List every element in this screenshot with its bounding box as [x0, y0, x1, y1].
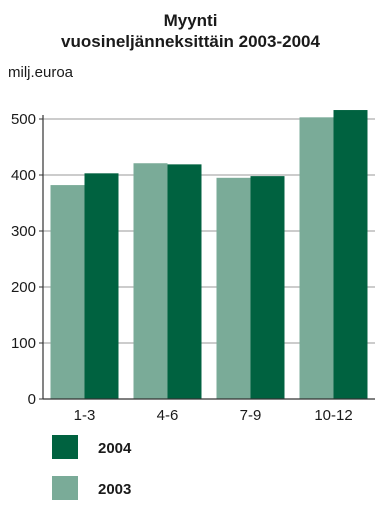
- y-tick-label: 400: [11, 167, 36, 184]
- bar-2003-10-12: [299, 117, 334, 399]
- x-tick-label: 4-6: [157, 407, 179, 424]
- y-tick-label: 100: [11, 335, 36, 352]
- legend-label-2003: 2003: [98, 481, 131, 498]
- legend-label-2004: 2004: [98, 440, 132, 457]
- y-tick-label: 0: [28, 391, 36, 408]
- chart-title-line-1: Myynti: [163, 11, 218, 30]
- chart-title-line-2: vuosineljänneksittäin 2003-2004: [61, 32, 320, 51]
- y-tick-label: 500: [11, 111, 36, 128]
- bar-2003-7-9: [216, 177, 251, 399]
- bar-2004-10-12: [333, 110, 368, 399]
- x-tick-label: 1-3: [74, 407, 96, 424]
- bar-2003-4-6: [133, 163, 168, 399]
- legend-swatch-2004: [52, 435, 78, 459]
- bar-2004-4-6: [167, 164, 202, 399]
- y-axis-label: milj.euroa: [8, 64, 74, 81]
- bar-2004-7-9: [250, 176, 285, 399]
- bar-2004-1-3: [84, 173, 119, 399]
- bar-2003-1-3: [50, 185, 85, 399]
- x-tick-label: 10-12: [314, 407, 352, 424]
- x-tick-label: 7-9: [240, 407, 262, 424]
- y-tick-label: 200: [11, 279, 36, 296]
- y-tick-label: 300: [11, 223, 36, 240]
- legend-swatch-2003: [52, 476, 78, 500]
